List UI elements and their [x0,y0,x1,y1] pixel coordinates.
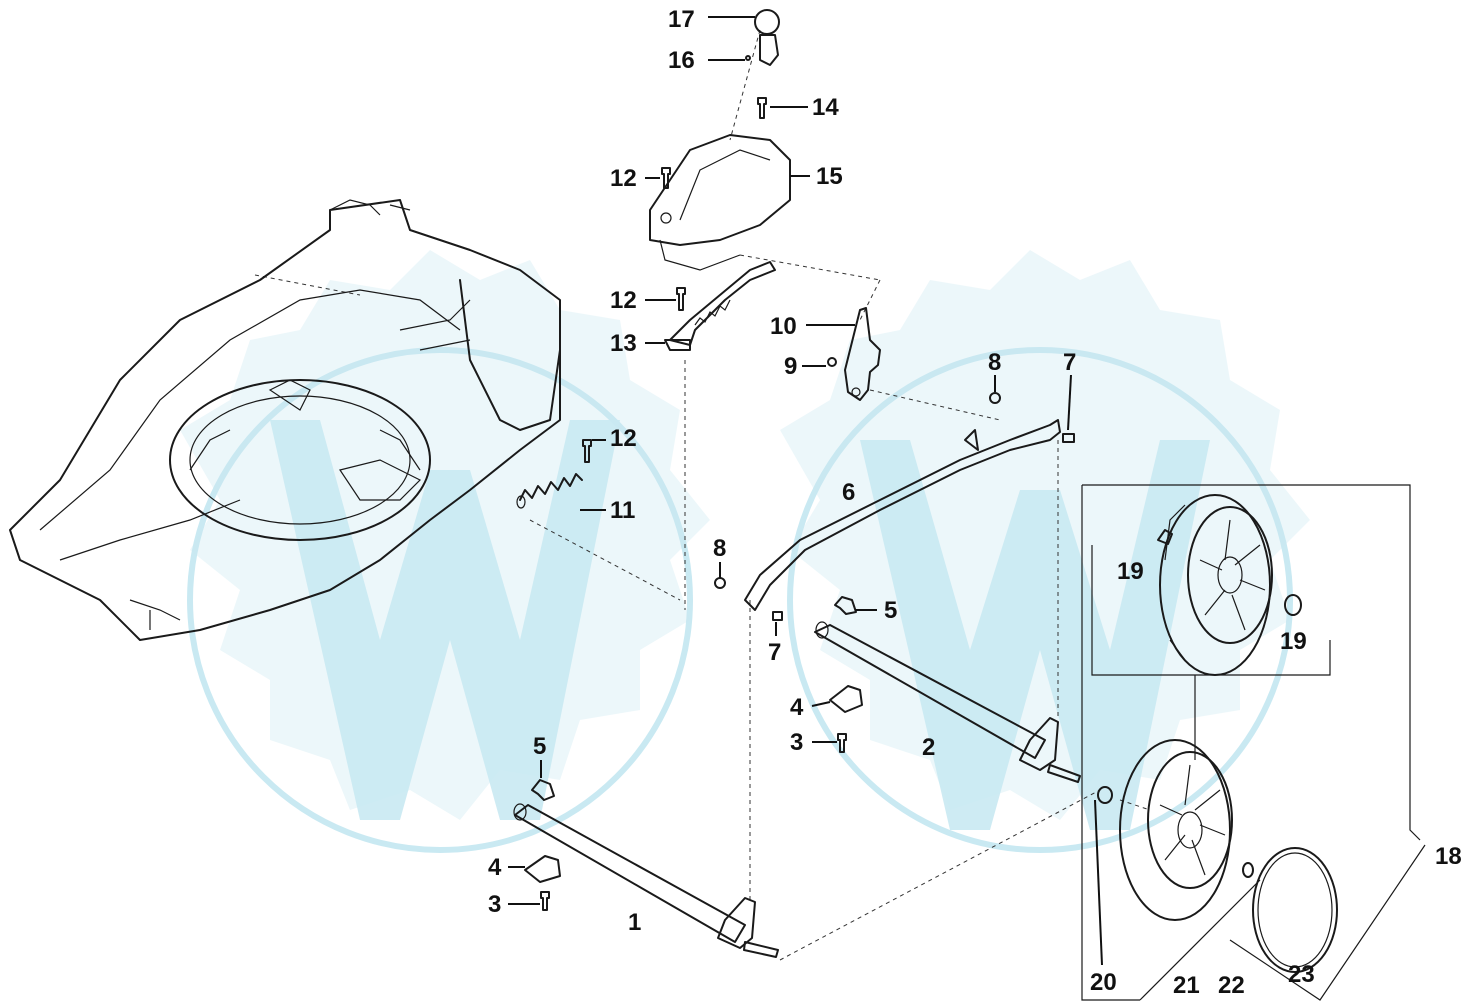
callout-5-upper: 5 [884,597,897,624]
mower-deck [9,199,561,641]
tire-ring [1252,847,1338,973]
screw-12-bottom [582,439,592,463]
callout-22: 22 [1218,972,1245,999]
pin-7-top [1062,433,1075,443]
callout-2: 2 [922,734,935,761]
screw-3-lower [540,891,550,911]
bracket-4-upper [829,685,863,713]
pin-7-left [772,611,783,621]
spring [516,473,583,509]
front-axle [513,803,779,958]
rear-axle [814,621,1081,783]
callout-4-upper: 4 [790,694,804,721]
callout-8-left: 8 [713,535,726,562]
callout-17: 17 [668,6,695,33]
callout-4-lower: 4 [488,854,502,881]
handle-cover [649,134,791,271]
callout-1: 1 [628,909,641,936]
callout-23: 23 [1288,961,1315,988]
assembly-lines [254,29,1151,961]
callout-5-lower: 5 [533,733,546,760]
hubcap-19-right [1284,594,1302,616]
screw-12-top [661,167,671,189]
clip-5-lower [531,779,555,801]
hubcap-19-left [1157,529,1173,545]
callout-15: 15 [816,163,843,190]
callout-19-right: 19 [1280,628,1307,655]
callout-14: 14 [812,94,839,121]
nut-9 [827,357,837,367]
callout-20: 20 [1090,969,1117,996]
callout-19-left: 19 [1117,558,1144,585]
watermark-logo [180,250,1310,853]
screw-3-upper [837,733,847,753]
washer-22 [1242,862,1254,878]
callout-8-top: 8 [988,349,1001,376]
knob-assembly [745,9,780,66]
callout-18: 18 [1435,843,1462,870]
bracket-4-lower [524,855,561,883]
wheel-lower [1119,739,1233,921]
watermark-gear-right [780,250,1310,853]
nut-8-left [714,577,726,589]
callout-labels: 17 16 14 12 15 12 10 13 9 8 7 12 11 6 8 … [488,6,1462,999]
clip-5-upper [834,596,857,615]
rack-bracket [664,261,776,351]
callout-12-top: 12 [610,165,637,192]
height-adjust-bar [744,419,1061,611]
callout-12-middle: 12 [610,287,637,314]
watermark-gear-left [180,250,710,853]
nut-8-top [989,392,1001,404]
callout-3-upper: 3 [790,729,803,756]
callout-3-lower: 3 [488,891,501,918]
height-lever [844,307,881,401]
callout-11: 11 [610,497,635,524]
leader-lines [508,16,1103,966]
callout-13: 13 [610,330,637,357]
washer-20 [1097,786,1113,804]
screw-14 [757,97,767,119]
callout-21: 21 [1173,972,1200,999]
callout-16: 16 [668,47,695,74]
screw-12-middle [676,287,686,311]
callout-7-left: 7 [768,639,781,666]
callout-10: 10 [770,313,797,340]
wheel-group-bracket [1081,484,1426,1001]
callout-7-top: 7 [1063,349,1076,376]
callout-9: 9 [784,353,797,380]
callout-12-bottom: 12 [610,425,637,452]
callout-6: 6 [842,479,855,506]
